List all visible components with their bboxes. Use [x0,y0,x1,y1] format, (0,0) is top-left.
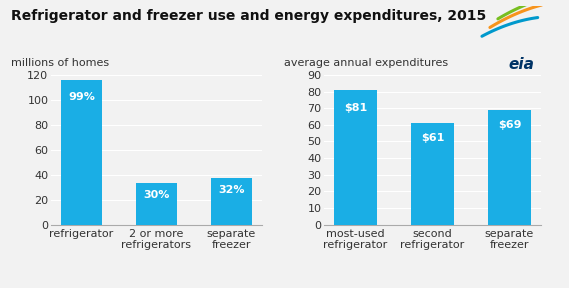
Text: 32%: 32% [218,185,245,195]
Text: 99%: 99% [68,92,95,102]
Bar [488,110,531,225]
Text: $69: $69 [498,120,521,130]
Text: average annual expenditures: average annual expenditures [284,58,448,68]
Text: $61: $61 [420,133,444,143]
Bar [136,183,177,225]
Bar [211,179,252,225]
Bar [334,90,377,225]
Text: $81: $81 [344,103,367,113]
Text: Refrigerator and freezer use and energy expenditures, 2015: Refrigerator and freezer use and energy … [11,9,486,23]
Text: eia: eia [509,57,535,72]
Text: 30%: 30% [143,190,170,200]
Text: millions of homes: millions of homes [11,58,109,68]
Bar [61,80,102,225]
Bar [411,123,453,225]
